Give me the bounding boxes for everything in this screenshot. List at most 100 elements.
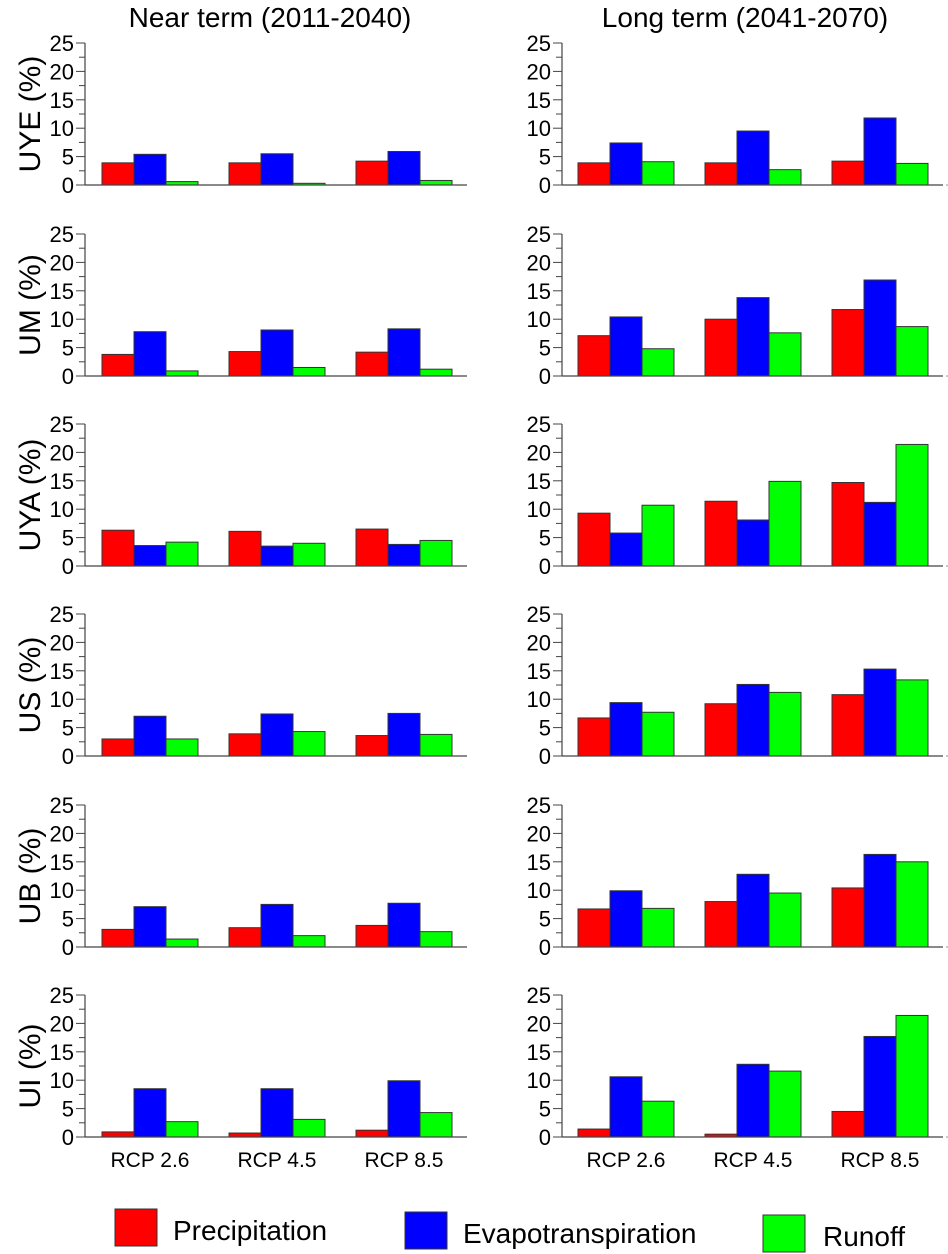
bar-evapotranspiration-rcp26: [133, 1088, 167, 1138]
bar-precipitation-rcp45: [228, 530, 262, 567]
y-tick-label: 0: [539, 1125, 551, 1150]
bar-evapotranspiration-rcp26: [133, 906, 167, 948]
y-axis-label: UM (%): [14, 254, 47, 356]
bar-runoff-rcp26: [641, 907, 675, 948]
y-tick-label: 20: [50, 821, 74, 846]
bar-evapotranspiration-rcp26: [609, 702, 643, 757]
bar-runoff-rcp45: [768, 332, 802, 377]
y-tick-label: 25: [50, 31, 74, 56]
y-tick-label: 0: [62, 744, 74, 769]
y-tick-label: 15: [50, 850, 74, 875]
bar-evapotranspiration-rcp85: [863, 501, 897, 567]
bar-precipitation-rcp26: [101, 1131, 135, 1138]
bar-evapotranspiration-rcp85: [863, 853, 897, 948]
bar-precipitation-rcp45: [704, 318, 738, 377]
bar-precipitation-rcp26: [577, 162, 611, 186]
bar-evapotranspiration-rcp85: [863, 117, 897, 186]
y-tick-label: 10: [50, 1068, 74, 1093]
axis-end-dot: [946, 1136, 948, 1138]
bar-evapotranspiration-rcp45: [736, 297, 770, 377]
legend-label: Runoff: [823, 1221, 905, 1252]
y-tick-label: 25: [50, 412, 74, 437]
bar-evapotranspiration-rcp45: [260, 1088, 294, 1138]
y-tick-label: 0: [539, 935, 551, 960]
y-tick-label: 5: [62, 526, 74, 551]
bar-precipitation-rcp85: [831, 694, 865, 757]
y-tick-label: 10: [50, 878, 74, 903]
bar-precipitation-rcp26: [577, 1128, 611, 1138]
bar-runoff-rcp26: [641, 348, 675, 377]
y-tick-label: 15: [50, 659, 74, 684]
bar-runoff-rcp85: [419, 931, 453, 948]
bar-precipitation-rcp85: [831, 160, 865, 186]
bar-precipitation-rcp85: [355, 528, 389, 567]
y-tick-label: 15: [50, 88, 74, 113]
bar-runoff-rcp85: [895, 861, 929, 948]
axis-end-dot: [946, 375, 948, 377]
y-tick-label: 5: [539, 145, 551, 170]
panel-ui-long-term: 0 5 10 15 20 25 RCP 2.6 RCP 4.5 RCP 8.5: [527, 983, 948, 1172]
x-tick-label: RCP 8.5: [365, 1149, 444, 1172]
bar-precipitation-rcp85: [831, 887, 865, 948]
y-tick-label: 20: [50, 440, 74, 465]
bar-evapotranspiration-rcp85: [387, 328, 421, 377]
bar-runoff-rcp26: [165, 938, 199, 948]
y-tick-label: 5: [62, 1097, 74, 1122]
bar-evapotranspiration-rcp85: [863, 279, 897, 377]
y-tick-label: 5: [539, 716, 551, 741]
bar-precipitation-rcp45: [704, 703, 738, 757]
y-tick-label: 0: [539, 554, 551, 579]
y-tick-label: 25: [527, 31, 551, 56]
bar-runoff-rcp26: [641, 711, 675, 757]
bar-evapotranspiration-rcp26: [133, 545, 167, 567]
bar-precipitation-rcp85: [831, 482, 865, 567]
bar-runoff-rcp45: [768, 691, 802, 757]
bar-precipitation-rcp85: [355, 735, 389, 757]
legend: Precipitation Evapotranspiration Runoff: [114, 1208, 905, 1253]
y-tick-label: 15: [50, 469, 74, 494]
legend-swatch: [404, 1211, 448, 1250]
bar-evapotranspiration-rcp26: [133, 715, 167, 757]
y-tick-label: 15: [527, 850, 551, 875]
panel-uya-long-term: 0 5 10 15 20 25: [527, 412, 948, 579]
x-tick-label: RCP 8.5: [841, 1149, 920, 1172]
bar-precipitation-rcp26: [101, 162, 135, 186]
bar-runoff-rcp26: [641, 161, 675, 186]
bar-runoff-rcp45: [768, 480, 802, 567]
bar-precipitation-rcp26: [101, 738, 135, 757]
y-tick-label: 10: [50, 687, 74, 712]
bar-precipitation-rcp45: [704, 162, 738, 186]
x-tick-label: RCP 4.5: [238, 1149, 317, 1172]
y-tick-label: 15: [527, 469, 551, 494]
y-tick-label: 15: [527, 279, 551, 304]
y-tick-label: 10: [527, 307, 551, 332]
bar-runoff-rcp85: [895, 162, 929, 186]
y-tick-label: 0: [62, 554, 74, 579]
bar-runoff-rcp85: [895, 443, 929, 567]
bar-runoff-rcp26: [641, 1100, 675, 1138]
y-tick-label: 0: [539, 744, 551, 769]
bar-runoff-rcp45: [292, 935, 326, 948]
y-tick-label: 5: [539, 526, 551, 551]
bar-evapotranspiration-rcp26: [609, 532, 643, 567]
y-tick-label: 25: [50, 222, 74, 247]
panel-ub-long-term: 0 5 10 15 20 25: [527, 793, 948, 960]
bar-precipitation-rcp45: [228, 162, 262, 186]
y-tick-label: 15: [527, 1040, 551, 1065]
bar-evapotranspiration-rcp45: [260, 903, 294, 948]
y-tick-label: 10: [50, 307, 74, 332]
bar-evapotranspiration-rcp45: [260, 545, 294, 567]
bar-evapotranspiration-rcp45: [736, 130, 770, 186]
bar-precipitation-rcp26: [577, 717, 611, 757]
y-tick-label: 5: [62, 907, 74, 932]
y-tick-label: 0: [539, 364, 551, 389]
axis-end-dot: [946, 755, 948, 757]
bar-runoff-rcp85: [419, 733, 453, 757]
bar-evapotranspiration-rcp85: [863, 668, 897, 757]
bar-precipitation-rcp45: [228, 927, 262, 948]
